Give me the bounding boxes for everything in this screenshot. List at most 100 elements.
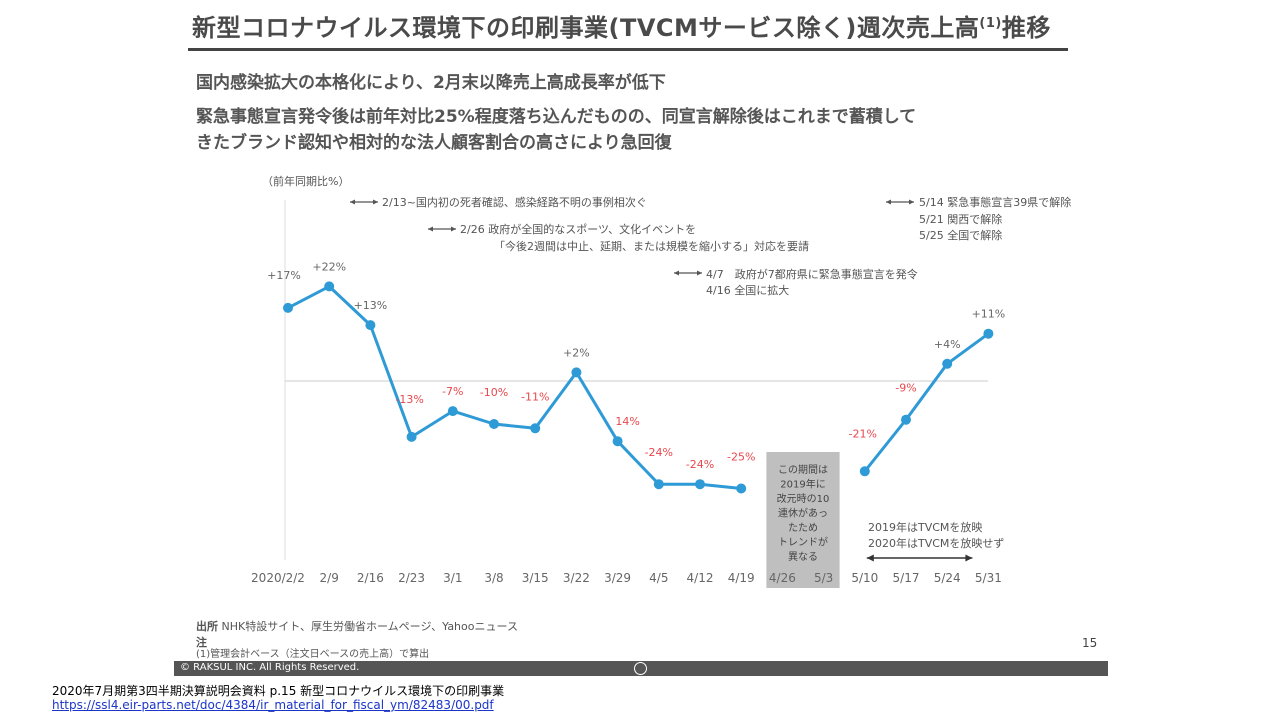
data-point [530, 423, 541, 434]
x-tick-label: 3/15 [522, 571, 549, 585]
data-point [901, 414, 911, 425]
data-label: 14% [615, 415, 639, 428]
title-footnote-mark: (1) [979, 16, 1002, 31]
data-label: -13% [395, 393, 423, 406]
raksul-logo-icon [634, 662, 647, 675]
annotation-may14-text-2: 5/21 関西で解除 [919, 212, 1002, 226]
annotation-feb26-text-2: 「今後2週間は中止、延期、または規模を縮小する」対応を要請 [494, 239, 809, 253]
x-tick-label: 5/31 [975, 571, 1002, 585]
x-tick-label: 3/29 [604, 571, 631, 585]
x-tick-labels: 2020/2/2 2/9 2/16 2/23 3/1 3/8 3/15 3/22 3/29 4/5… [251, 571, 1002, 585]
title-suffix: 推移 [1001, 14, 1051, 42]
gap-note-line: 連休があっ [778, 507, 828, 520]
tvcm-arrow-head-left [866, 554, 874, 562]
data-point [859, 466, 870, 477]
key-message-2a: 緊急事態宣言発令後は前年対比25%程度落ち込んだものの、同宣言解除後はこれまで蓄… [196, 107, 917, 127]
data-point [983, 328, 994, 339]
gap-note-line: 2019年に [780, 478, 825, 491]
data-point [406, 431, 417, 442]
title-underline [188, 48, 1068, 51]
data-label: -24% [645, 446, 673, 459]
data-point [283, 302, 293, 313]
caption-title: 2020年7月期第3四半期決算説明会資料 p.15 新型コロナウイルス環境下の印… [52, 684, 505, 698]
data-point [489, 419, 499, 429]
x-tick-label: 5/24 [934, 571, 961, 585]
page-number: 15 [1082, 636, 1098, 650]
gap-note-line: トレンドが [778, 536, 828, 549]
title-main: 新型コロナウイルス環境下の印刷事業(TVCMサービス除く)週次売上高 [192, 14, 980, 42]
series-line [287, 284, 990, 490]
annotation-tvcm-text-2: 2020年はTVCMを放映せず [868, 536, 1004, 550]
y-axis-label: （前年同期比%） [262, 174, 349, 188]
data-label: -10% [480, 386, 508, 399]
annotation-may14-text-1: 5/14 緊急事態宣言39県で解除 [919, 195, 1071, 209]
x-tick-label: 2/23 [398, 571, 425, 585]
annotation-may14: 5/14 緊急事態宣言39県で解除 5/21 関西で解除 5/25 全国で解除 [886, 195, 1071, 242]
x-tick-label: 5/3 [814, 571, 833, 585]
x-tick-label: 2/9 [320, 571, 339, 585]
data-point [942, 358, 953, 369]
data-label: +4% [934, 338, 961, 351]
data-point [571, 367, 582, 378]
data-point [447, 406, 458, 417]
annotation-apr7-text-2: 4/16 全国に拡大 [706, 283, 789, 297]
data-label: -11% [521, 390, 549, 403]
data-label: +17% [267, 269, 301, 282]
data-label: +2% [563, 346, 590, 359]
data-label: -9% [895, 382, 916, 395]
data-label: +13% [354, 299, 388, 312]
x-tick-label: 4/5 [649, 571, 668, 585]
annotation-tvcm: 2019年はTVCMを放映 2020年はTVCMを放映せず [866, 520, 1004, 562]
annotation-apr7: 4/7 政府が7都府県に緊急事態宣言を発令 4/16 全国に拡大 [674, 267, 918, 297]
data-point [612, 436, 623, 447]
data-label: -7% [442, 385, 463, 398]
data-label: -25% [727, 451, 755, 464]
data-point [324, 281, 335, 292]
x-tick-label: 5/10 [851, 571, 878, 585]
data-point [365, 320, 376, 331]
key-message-1: 国内感染拡大の本格化により、2月末以降売上高成長率が低下 [196, 73, 666, 93]
data-point [736, 483, 747, 494]
gap-note-line: 改元時の10 [777, 492, 830, 505]
key-message-2b: きたブランド認知や相対的な法人顧客割合の高さにより急回復 [196, 133, 672, 153]
data-points [283, 281, 994, 494]
annotation-feb26: 2/26 政府が全国的なスポーツ、文化イベントを 「今後2週間は中止、延期、また… [428, 222, 809, 253]
x-tick-label: 4/19 [728, 571, 755, 585]
annotation-feb13-text: 2/13~国内初の死者確認、感染経路不明の事例相次ぐ [382, 195, 647, 209]
annotation-tvcm-text-1: 2019年はTVCMを放映 [868, 520, 982, 534]
x-tick-label: 3/8 [484, 571, 503, 585]
caption-link[interactable]: https://ssl4.eir-parts.net/doc/4384/ir_m… [52, 698, 494, 712]
data-point [653, 479, 664, 490]
copyright-text: © RAKSUL INC. All Rights Reserved. [180, 662, 360, 673]
note-label: 注 [196, 636, 207, 649]
x-tick-label: 4/12 [687, 571, 714, 585]
gap-note-line: この期間は [778, 464, 828, 476]
annotation-apr7-text-1: 4/7 政府が7都府県に緊急事態宣言を発令 [706, 267, 918, 281]
data-point [695, 479, 705, 490]
x-tick-label: 3/1 [443, 571, 462, 585]
x-tick-label: 5/17 [893, 571, 920, 585]
gap-note-line: 異なる [788, 551, 818, 563]
note-text: (1)管理会計ベース（注文日ベースの売上高）で算出 [196, 649, 430, 660]
tvcm-arrow-head-right [965, 554, 973, 562]
x-tick-label: 2/16 [357, 571, 384, 585]
slide-title: 新型コロナウイルス環境下の印刷事業(TVCMサービス除く)週次売上高(1)推移 [192, 8, 1051, 43]
source-note: 出所 NHK特設サイト、厚生労働省ホームページ、Yahooニュース [196, 618, 518, 634]
annotation-feb13: 2/13~国内初の死者確認、感染経路不明の事例相次ぐ [350, 195, 647, 209]
source-label: 出所 [196, 620, 218, 633]
data-label: +22% [312, 260, 346, 273]
data-label: +11% [972, 308, 1006, 321]
data-label: -21% [849, 427, 877, 440]
data-label: -24% [686, 458, 714, 471]
x-tick-label: 4/26 [769, 571, 796, 585]
x-tick-label: 2020/2/2 [251, 571, 305, 585]
x-tick-label: 3/22 [563, 571, 590, 585]
gap-period-band [766, 452, 840, 588]
source-text: NHK特設サイト、厚生労働省ホームページ、Yahooニュース [221, 620, 518, 633]
annotation-feb26-text-1: 2/26 政府が全国的なスポーツ、文化イベントを [460, 222, 696, 236]
annotation-may14-text-3: 5/25 全国で解除 [919, 228, 1002, 242]
data-labels: +17% +22% +13% -13% -7% -10% -11% +2% 14% -24% -24… [267, 260, 1005, 471]
gap-note-line: たため [788, 522, 818, 534]
